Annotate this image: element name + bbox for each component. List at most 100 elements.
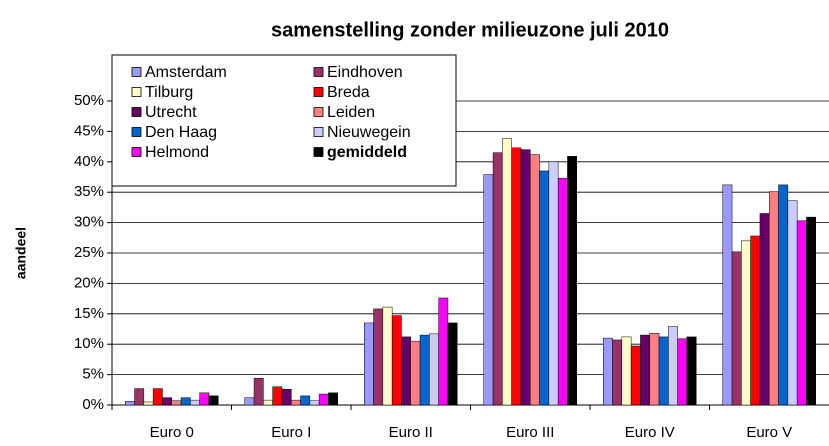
legend-swatch: [131, 127, 142, 137]
bar: [281, 388, 292, 406]
y-tick-label: 10%: [74, 335, 104, 352]
bar: [741, 240, 751, 406]
bar: [419, 334, 430, 406]
bar: [180, 397, 191, 406]
bar: [548, 161, 559, 406]
legend-swatch: [131, 147, 142, 157]
legend-swatch: [131, 67, 142, 77]
bar: [759, 213, 770, 406]
x-tick-label: Euro II: [389, 424, 433, 441]
legend: Amsterdam Eindhoven Tilburg Breda Utrecht Lei…: [111, 54, 457, 187]
bar: [649, 333, 660, 406]
bar: [447, 322, 458, 406]
bar: [750, 235, 761, 406]
bar: [162, 397, 172, 406]
bar: [769, 191, 779, 406]
bar: [483, 174, 494, 406]
legend-label: gemiddeld: [327, 144, 407, 161]
legend-box: [111, 54, 457, 187]
legend-swatch: [313, 147, 324, 157]
bar: [567, 156, 578, 406]
legend-label: Breda: [327, 84, 370, 101]
bar: [190, 399, 200, 406]
bar: [263, 399, 273, 406]
bar: [382, 306, 393, 406]
bar: [502, 138, 512, 406]
legend-label: Leiden: [327, 104, 375, 121]
bar: [401, 336, 412, 406]
bar: [778, 184, 789, 406]
legend-swatch: [313, 127, 324, 137]
y-tick-label: 40%: [74, 153, 104, 170]
x-tick-label: Euro III: [506, 424, 554, 441]
bar: [731, 251, 742, 406]
legend-label: Nieuwegein: [327, 124, 411, 141]
bar: [658, 336, 669, 406]
bar: [630, 345, 641, 406]
legend-label: Utrecht: [145, 104, 197, 121]
bar: [134, 388, 145, 406]
bar: [668, 326, 678, 406]
bar: [364, 322, 374, 406]
bar: [244, 397, 255, 406]
bar: [796, 220, 807, 406]
bar: [199, 392, 210, 406]
legend-swatch: [313, 87, 324, 97]
bar: [530, 154, 540, 406]
bar: [806, 216, 817, 406]
bar: [208, 395, 219, 406]
bar: [373, 308, 384, 406]
y-tick-label: 35%: [74, 183, 104, 200]
y-tick-label: 45%: [74, 122, 104, 139]
y-tick-label: 20%: [74, 274, 104, 291]
bar: [520, 149, 531, 406]
bar: [309, 400, 320, 406]
bar: [410, 340, 421, 406]
legend-swatch: [313, 107, 324, 117]
y-tick-label: 0%: [82, 396, 104, 413]
bar: [438, 297, 449, 406]
legend-swatch: [131, 107, 142, 117]
bar: [328, 392, 339, 406]
x-tick-label: Euro I: [271, 424, 311, 441]
bar: [677, 338, 688, 406]
bar: [429, 333, 439, 406]
bar: [686, 336, 697, 406]
legend-label: Helmond: [145, 144, 209, 161]
bar: [603, 337, 613, 406]
y-tick-label: 15%: [74, 305, 104, 322]
bar: [300, 395, 311, 406]
bar: [125, 401, 135, 406]
y-axis-label: aandeel: [13, 227, 29, 279]
bar: [787, 200, 798, 406]
chart-title: samenstelling zonder milieuzone juli 201…: [271, 19, 669, 41]
bar: [539, 170, 550, 406]
bar: [492, 152, 503, 406]
bar: [511, 147, 522, 406]
bar: [722, 184, 733, 406]
bar: [143, 401, 154, 406]
bar: [640, 334, 651, 406]
bar: [318, 393, 329, 406]
bar: [253, 377, 264, 406]
bar: [621, 336, 632, 406]
bar: [291, 399, 301, 406]
legend-swatch: [313, 67, 324, 77]
bar: [171, 400, 182, 406]
y-tick-label: 5%: [82, 366, 104, 383]
bar: [391, 315, 402, 406]
legend-label: Eindhoven: [327, 64, 403, 81]
y-tick-label: 30%: [74, 214, 104, 231]
bar: [272, 386, 283, 406]
x-tick-label: Euro 0: [150, 424, 194, 441]
legend-label: Den Haag: [145, 124, 217, 141]
x-tick-label: Euro IV: [625, 424, 675, 441]
legend-label: Amsterdam: [145, 64, 227, 81]
bar: [152, 388, 163, 406]
x-tick-label: Euro V: [746, 424, 792, 441]
legend-label: Tilburg: [145, 84, 193, 101]
bar: [557, 177, 568, 406]
y-tick-label: 50%: [74, 92, 104, 109]
